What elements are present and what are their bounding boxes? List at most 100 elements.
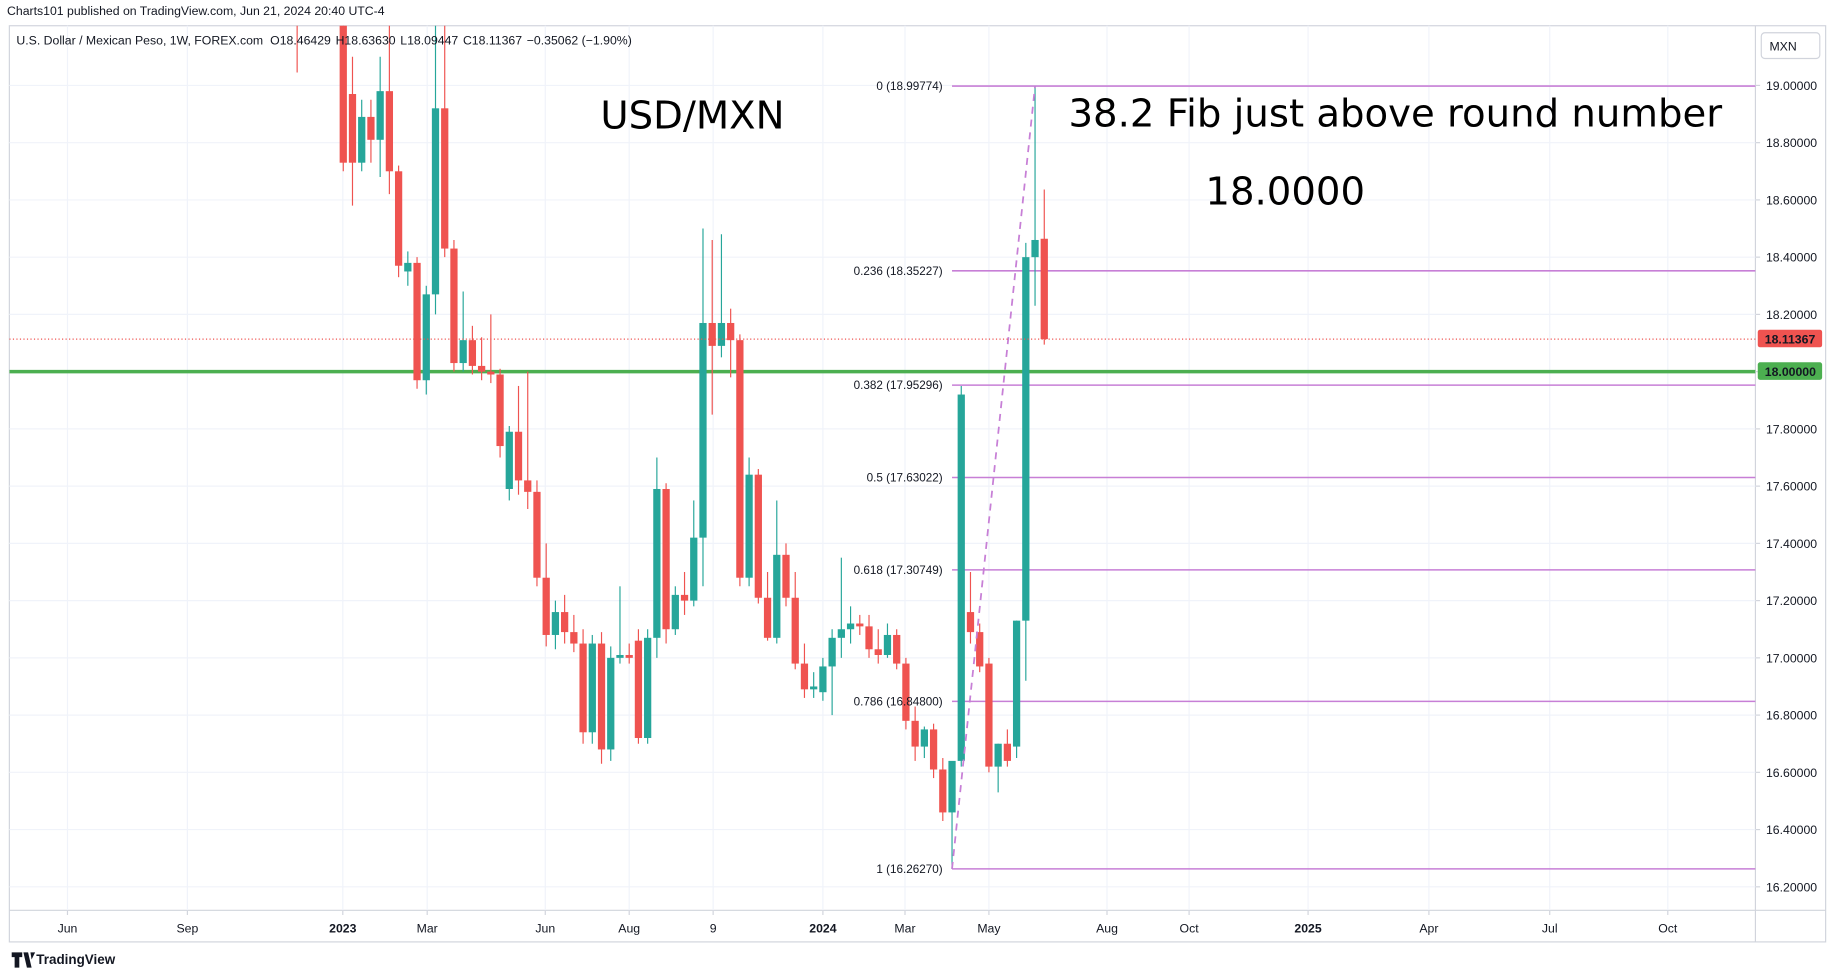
- candle-body: [846, 623, 855, 630]
- candle-body: [450, 248, 458, 364]
- candle-body: [680, 594, 689, 601]
- fib-level-label: 0 (18.99774): [876, 80, 942, 93]
- x-tick-label: Oct: [1180, 922, 1200, 936]
- candle-body: [957, 394, 965, 761]
- candle-body: [367, 116, 375, 140]
- candle-body: [422, 294, 430, 381]
- candle-body: [662, 488, 670, 630]
- y-tick-label: 18.20000: [1766, 308, 1817, 322]
- candle-body: [588, 643, 596, 733]
- candle-body: [459, 340, 467, 364]
- candle-body: [800, 663, 809, 690]
- candle-body: [883, 634, 892, 655]
- candle-body: [994, 743, 1002, 767]
- candle-body: [653, 488, 661, 638]
- x-tick-label: 9: [710, 922, 717, 936]
- candle-body: [358, 116, 366, 163]
- candle-body: [496, 374, 504, 447]
- candle-body: [671, 594, 679, 630]
- y-tick-label: 18.40000: [1766, 251, 1817, 265]
- y-tick-label: 16.20000: [1766, 880, 1817, 894]
- ohlc-open: O18.46429: [270, 33, 331, 47]
- fib-level-label: 1 (16.26270): [876, 863, 942, 876]
- x-tick-label: Oct: [1658, 922, 1678, 936]
- y-tick-label: 17.40000: [1766, 537, 1817, 551]
- x-tick-label: Aug: [618, 922, 640, 936]
- x-tick-label: Sep: [176, 922, 198, 936]
- candle-body: [339, 25, 347, 163]
- candle-body: [385, 91, 394, 172]
- candle-body: [939, 769, 947, 813]
- candle-body: [348, 94, 357, 163]
- round-number-tag: [1757, 362, 1823, 380]
- candle-body: [985, 663, 993, 767]
- candle-body: [902, 663, 910, 721]
- candle-body: [607, 657, 615, 750]
- overlay: 16.20000 16.40000 16.60000 16.80000 17.00000…: [58, 79, 1823, 936]
- candle-body: [542, 577, 550, 635]
- fib-level-label: 0.618 (17.30749): [854, 564, 943, 577]
- candle-body: [874, 649, 882, 655]
- candle-body: [1003, 743, 1012, 761]
- footer-brand: TradingView: [36, 952, 115, 967]
- x-tick-label: 2025: [1294, 922, 1321, 936]
- candle-body: [524, 480, 532, 492]
- candle-body: [404, 262, 412, 272]
- candle-body: [911, 720, 919, 747]
- symbol: U.S. Dollar / Mexican Peso, 1W, FOREX.co…: [16, 33, 263, 47]
- candle-body: [920, 729, 928, 747]
- fib-level-label: 0.5 (17.63022): [867, 472, 943, 485]
- x-tick-label: Jul: [1542, 922, 1558, 936]
- fib-level-label: 0.236 (18.35227): [854, 265, 943, 278]
- candle-body: [856, 623, 864, 627]
- currency-box[interactable]: [1760, 32, 1821, 60]
- candle-body: [791, 597, 799, 664]
- y-tick-label: 17.00000: [1766, 651, 1817, 665]
- candle-body: [699, 322, 707, 538]
- x-tick-label: May: [977, 922, 1001, 936]
- ohlc-close: C18.11367: [463, 33, 522, 47]
- x-tick-label: 2023: [329, 922, 356, 936]
- chart-frame: [8, 25, 1827, 943]
- y-tick-label: 19.00000: [1766, 79, 1817, 93]
- logo-icon: [11, 952, 36, 968]
- y-tick-label: 17.80000: [1766, 422, 1817, 436]
- candle-body: [376, 91, 384, 140]
- x-tick-label: 2024: [809, 922, 836, 936]
- candle-body: [644, 637, 652, 739]
- y-tick-label: 16.60000: [1766, 766, 1817, 780]
- candle-body: [819, 666, 827, 693]
- candle-body: [929, 729, 938, 770]
- x-tick-label: Jun: [58, 922, 78, 936]
- fib-level-label: 0.382 (17.95296): [854, 379, 943, 392]
- candle-body: [514, 431, 523, 481]
- candle-body: [717, 322, 726, 346]
- candle-body: [579, 643, 587, 733]
- candle-body: [394, 171, 403, 266]
- candle-body: [1040, 238, 1048, 340]
- candle-body: [736, 340, 744, 578]
- candle-body: [616, 654, 624, 658]
- annotation-title: USD/MXN: [600, 94, 784, 139]
- fib-trend-line: [951, 85, 1036, 869]
- x-tick-label: Aug: [1096, 922, 1118, 936]
- candle-body: [570, 632, 578, 644]
- y-tick-label: 17.60000: [1766, 480, 1817, 494]
- fib-level-label: 0.786 (16.84800): [854, 695, 943, 708]
- candle-body: [727, 322, 735, 341]
- candle-body: [828, 637, 836, 667]
- candle-body: [533, 491, 541, 578]
- candle-body: [754, 474, 762, 598]
- last-price-label: 18.11367: [1765, 333, 1816, 347]
- ohlc-low: L18.09447: [400, 33, 458, 47]
- x-tick-label: Jun: [535, 922, 555, 936]
- x-tick-label: Mar: [417, 922, 438, 936]
- candle-body: [431, 108, 440, 295]
- candle-body: [837, 629, 845, 638]
- symbol-header: U.S. Dollar / Mexican Peso, 1W, FOREX.co…: [16, 33, 631, 47]
- candle-body: [1031, 239, 1039, 258]
- y-tick-label: 16.40000: [1766, 823, 1817, 837]
- y-tick-label: 18.80000: [1766, 136, 1817, 150]
